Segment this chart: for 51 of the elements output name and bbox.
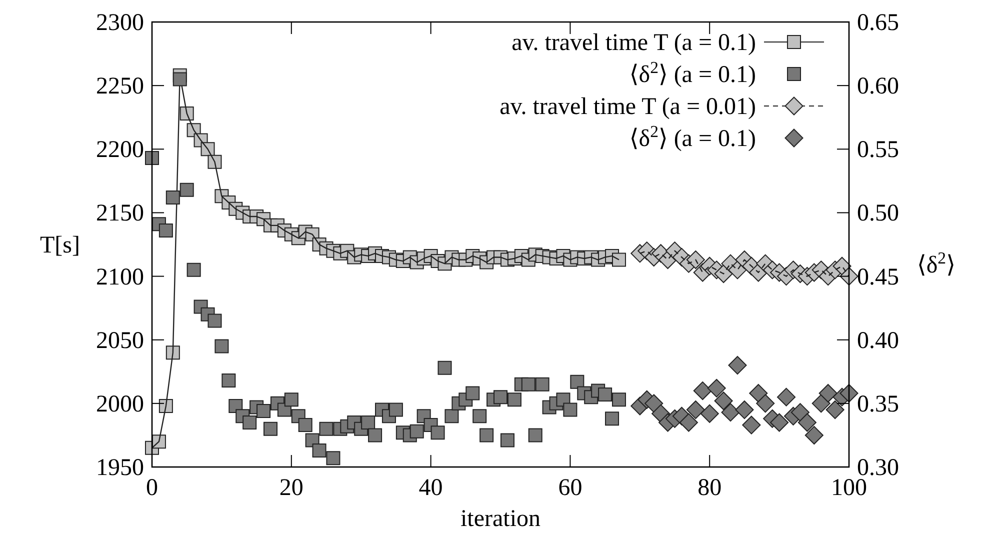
- y-axis-title: T[s]: [40, 232, 80, 258]
- x-tick-label: 40: [418, 475, 443, 501]
- point: [756, 394, 775, 413]
- legend-label: av. travel time T (a = 0.1): [512, 30, 756, 56]
- x-tick-label: 80: [698, 475, 722, 501]
- y-tick-label: 2100: [96, 264, 144, 290]
- x-tick-label: 100: [831, 475, 867, 501]
- point: [812, 394, 830, 413]
- point: [840, 384, 858, 403]
- y-tick-label: 2050: [96, 328, 144, 354]
- y2-axis-title: ⟨δ$^{2}$⟩: [917, 248, 956, 278]
- y2-tick-label: 0.55: [857, 137, 899, 164]
- point: [749, 384, 768, 403]
- y-tick-label: 2200: [96, 137, 144, 164]
- point: [798, 413, 816, 432]
- legend-label: av. travel time T (a = 0.01): [500, 94, 756, 120]
- y-tick-label: 2150: [96, 200, 144, 227]
- point: [700, 404, 719, 423]
- point: [776, 388, 796, 406]
- point: [714, 392, 733, 410]
- y-tick-label: 2250: [96, 74, 144, 100]
- y-tick-label: 2000: [96, 391, 144, 418]
- point: [826, 400, 844, 420]
- legend-label: ⟨δ$^{2}$⟩ (a = 0.1): [629, 122, 756, 152]
- y2-tick-label: 0.40: [857, 328, 899, 354]
- point: [790, 403, 810, 422]
- point: [818, 384, 838, 403]
- x-tick-label: 0: [146, 475, 158, 501]
- x-tick-label: 60: [558, 475, 582, 501]
- point: [686, 400, 705, 420]
- legend-label: ⟨δ$^{2}$⟩ (a = 0.1): [629, 58, 756, 88]
- point: [735, 400, 754, 420]
- x-tick-label: 20: [279, 475, 304, 501]
- point: [770, 413, 789, 432]
- point: [686, 250, 705, 270]
- y2-tick-label: 0.45: [857, 264, 899, 290]
- point: [804, 426, 824, 444]
- point: [693, 381, 712, 400]
- point: [742, 416, 761, 434]
- x-axis-title: iteration: [460, 506, 540, 532]
- y2-tick-label: 0.65: [857, 10, 899, 36]
- y-tick-label: 1950: [96, 455, 144, 481]
- point: [721, 403, 740, 422]
- point: [728, 356, 747, 375]
- y2-tick-label: 0.35: [857, 391, 899, 418]
- y2-tick-label: 0.60: [857, 74, 899, 100]
- y2-tick-label: 0.50: [857, 200, 899, 227]
- point: [644, 394, 664, 413]
- point: [679, 413, 698, 432]
- point: [707, 378, 726, 398]
- y-tick-label: 2300: [96, 10, 144, 36]
